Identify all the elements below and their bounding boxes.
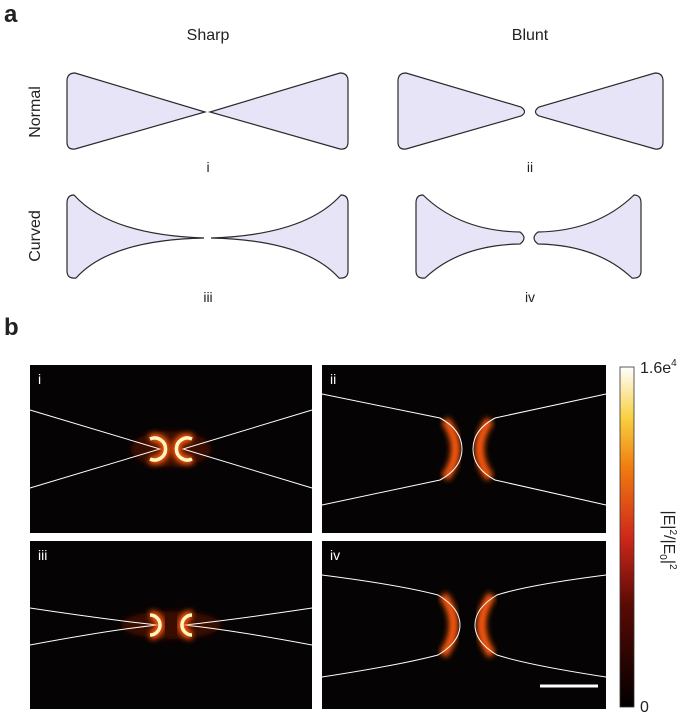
row-header: Curved [27, 210, 44, 262]
sharp-normal [66, 72, 349, 150]
sharp-curved [66, 194, 349, 279]
field-map-i: i [29, 365, 313, 533]
subpanel-label: ii [527, 159, 533, 175]
field-map-iv: iv [321, 541, 607, 709]
colorbar-label: |E|2/|E0|2 [657, 510, 678, 570]
field-map-ii: ii [321, 365, 607, 533]
subpanel-label: iii [203, 289, 212, 305]
subpanel-label: i [206, 159, 209, 175]
field-map-iii: iii [29, 541, 313, 709]
subpanel-label: iv [525, 289, 535, 305]
subpanel-label: iii [38, 547, 47, 563]
row-header: Normal [27, 86, 44, 138]
subpanel-label: ii [330, 371, 336, 387]
subpanel-label: iv [330, 547, 340, 563]
column-header: Sharp [187, 27, 230, 44]
blunt-normal [397, 72, 664, 150]
colorbar-min: 0 [640, 699, 649, 716]
column-header: Blunt [512, 27, 549, 44]
colorbar-max: 1.6e4 [640, 358, 677, 377]
subpanel-label: i [38, 371, 41, 387]
colorbar: 1.6e4 0 |E|2/|E0|2 [619, 358, 678, 716]
panel-label: b [4, 314, 19, 341]
panel-label: a [4, 1, 18, 28]
blunt-curved [415, 194, 642, 279]
